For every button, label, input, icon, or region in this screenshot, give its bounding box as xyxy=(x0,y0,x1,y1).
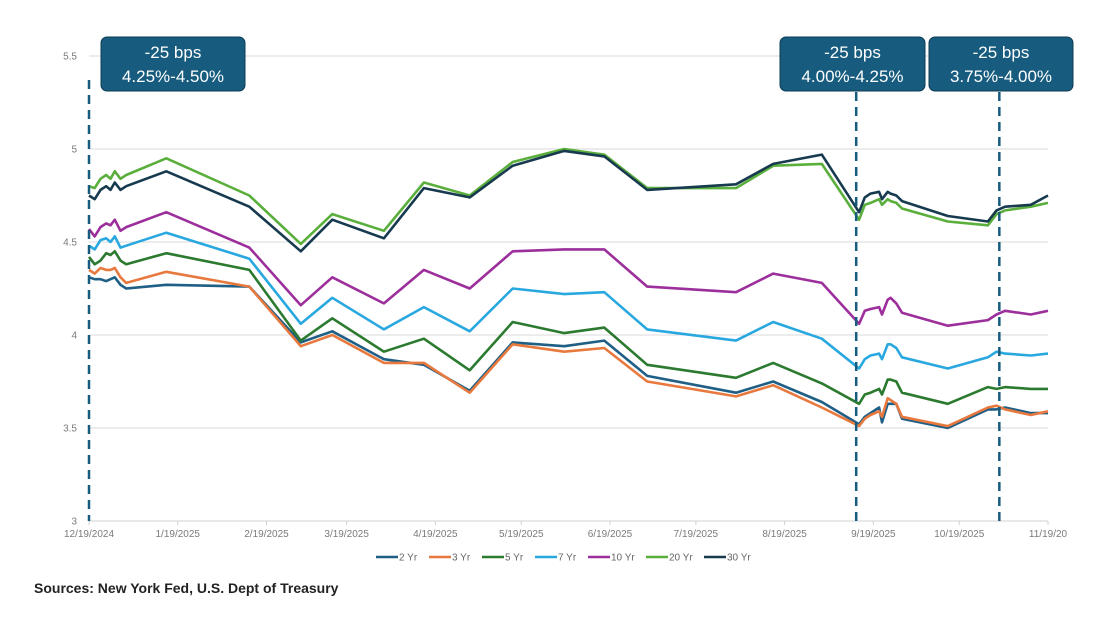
source-note: Sources: New York Fed, U.S. Dept of Trea… xyxy=(34,580,339,596)
x-tick-label: 1/19/2025 xyxy=(155,529,200,540)
x-tick-label: 2/19/2025 xyxy=(244,529,289,540)
series-line-2-yr xyxy=(88,275,1048,430)
y-tick-label: 4.5 xyxy=(63,238,77,249)
legend-label: 10 Yr xyxy=(611,553,635,564)
rate-cut-bps-label: -25 bps xyxy=(145,43,202,62)
rate-cut-range-label: 3.75%-4.00% xyxy=(950,67,1052,86)
x-tick-label: 12/19/2024 xyxy=(64,529,114,540)
y-axis: 3 3.5 4 4.5 5 5.5 xyxy=(63,52,77,528)
x-tick-label: 5/19/2025 xyxy=(499,529,544,540)
x-tick-label: 7/19/2025 xyxy=(674,529,719,540)
rate-cut-callout-box xyxy=(779,36,926,92)
y-tick-label: 3 xyxy=(71,517,77,528)
y-tick-label: 5.5 xyxy=(63,52,77,63)
legend-label: 30 Yr xyxy=(727,553,751,564)
x-tick-label: 8/19/2025 xyxy=(762,529,807,540)
y-tick-label: 4 xyxy=(71,331,77,342)
series-line-7-yr xyxy=(88,231,1049,370)
series-line-5-yr xyxy=(87,250,1048,406)
gridlines xyxy=(89,55,1048,429)
legend: 2 Yr 3 Yr 5 Yr 7 Yr 10 Yr 20 Yr 30 Yr xyxy=(376,553,751,564)
legend-label: 7 Yr xyxy=(558,553,577,564)
rate-cut-annotations: -25 bps 4.25%-4.50% -25 bps 4.00%-4.25% -25 … xyxy=(87,36,1074,521)
y-tick-label: 3.5 xyxy=(63,424,77,435)
series-line-10-yr xyxy=(87,210,1049,328)
rate-cut-callout-box xyxy=(928,36,1074,92)
legend-label: 5 Yr xyxy=(505,553,524,564)
legend-label: 2 Yr xyxy=(399,553,418,564)
series-line-30-yr xyxy=(88,149,1049,253)
x-tick-label: 10/19/2025 xyxy=(934,529,984,540)
rate-cut-range-label: 4.25%-4.50% xyxy=(122,67,224,86)
rate-cut-bps-label: -25 bps xyxy=(824,43,881,62)
x-axis: 12/19/2024 1/19/2025 2/19/2025 3/19/2025 4/1… xyxy=(64,520,1068,540)
rate-cut-callout-box xyxy=(100,36,246,92)
rate-cut-range-label: 4.00%-4.25% xyxy=(801,67,903,86)
legend-label: 3 Yr xyxy=(452,553,471,564)
y-tick-label: 5 xyxy=(71,145,77,156)
rate-cut-bps-label: -25 bps xyxy=(973,43,1030,62)
x-tick-label: 9/19/2025 xyxy=(851,529,896,540)
legend-label: 20 Yr xyxy=(669,553,693,564)
series-lines xyxy=(87,147,1049,430)
series-line-3-yr xyxy=(88,266,1049,428)
x-tick-label: 6/19/2025 xyxy=(588,529,633,540)
series-line-20-yr xyxy=(88,147,1049,246)
x-tick-label: 4/19/2025 xyxy=(413,529,458,540)
x-tick-label: 3/19/2025 xyxy=(324,529,369,540)
x-tick-label: 11/19/20 xyxy=(1029,529,1068,540)
